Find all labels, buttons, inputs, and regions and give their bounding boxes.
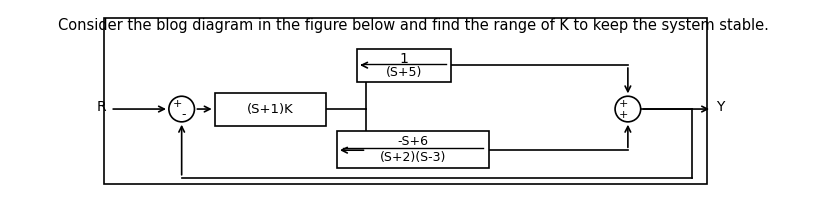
Text: (S+5): (S+5) (386, 66, 423, 79)
Circle shape (169, 96, 194, 122)
Bar (357, 49, 451, 82)
Bar (104, 18, 707, 184)
Bar (337, 131, 489, 168)
Text: Y: Y (717, 100, 725, 114)
Text: R: R (97, 100, 107, 114)
Text: (S+2)(S-3): (S+2)(S-3) (380, 151, 446, 164)
Text: 1: 1 (400, 52, 409, 66)
Text: Consider the blog diagram in the figure below and find the range of K to keep th: Consider the blog diagram in the figure … (58, 18, 768, 33)
Circle shape (615, 96, 641, 122)
Text: +: + (619, 99, 628, 109)
Text: +: + (173, 99, 182, 110)
Bar (215, 93, 326, 125)
Text: -S+6: -S+6 (397, 134, 429, 148)
Text: +: + (619, 110, 628, 120)
Text: -: - (181, 108, 186, 121)
Text: (S+1)K: (S+1)K (247, 102, 294, 116)
